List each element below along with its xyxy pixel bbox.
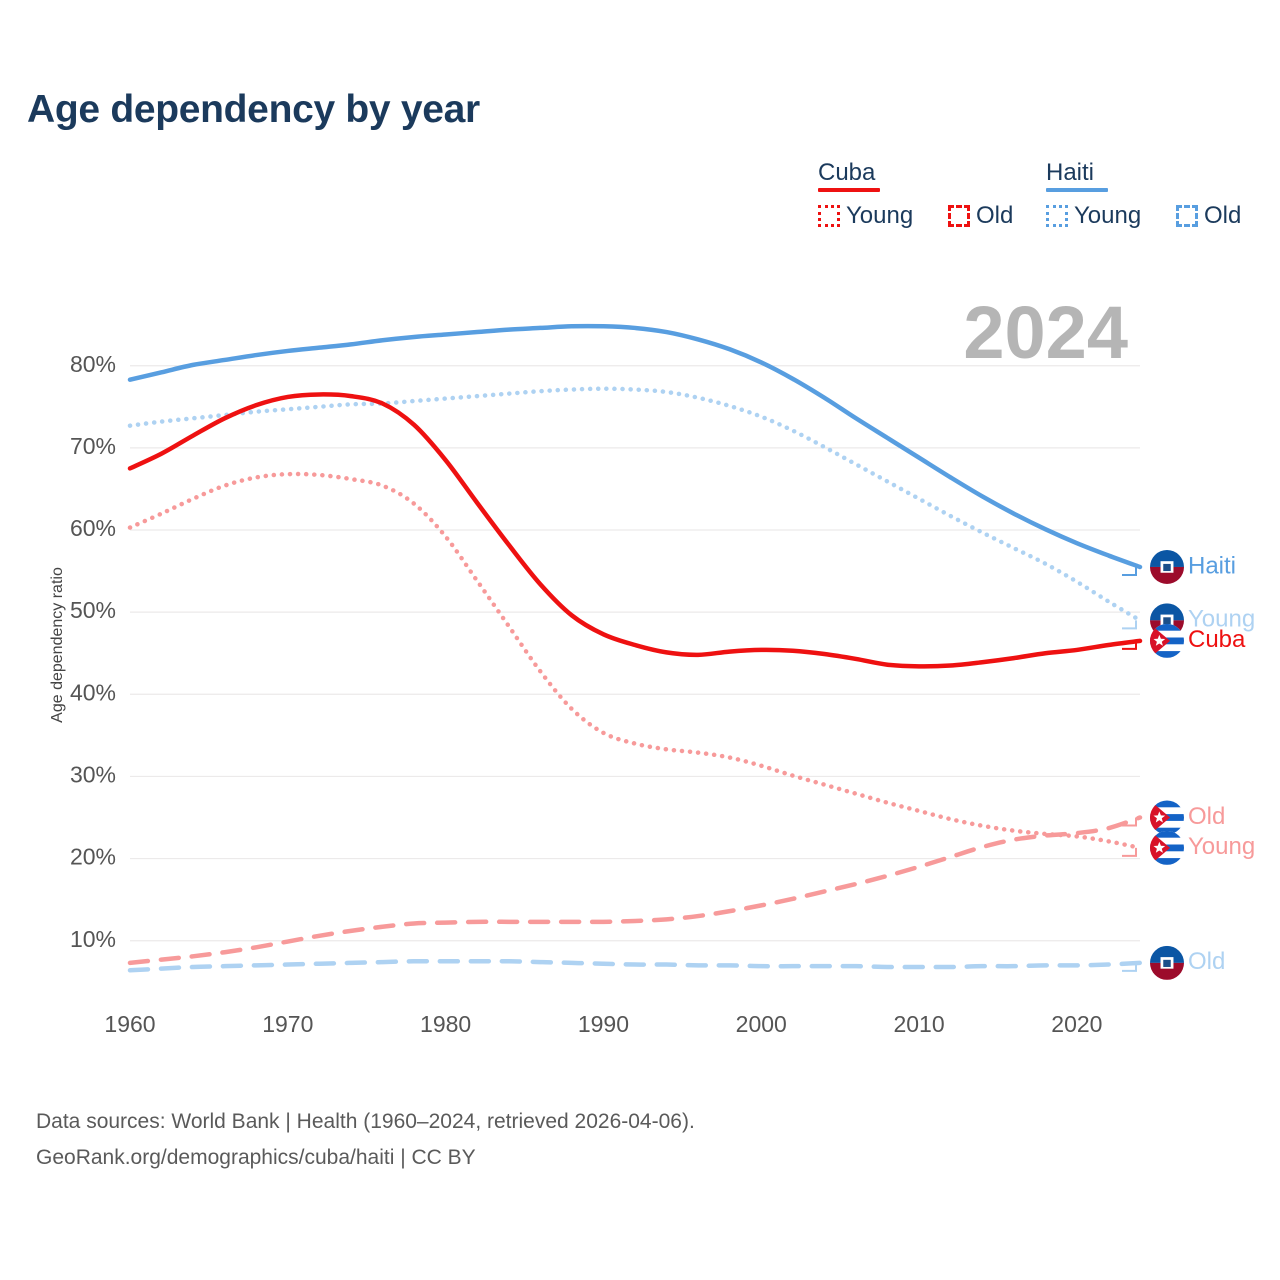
legend-country-underline: [1046, 188, 1108, 192]
legend: Cuba Haiti Young Old Young Old: [818, 160, 1258, 236]
legend-key-haiti-old[interactable]: Old: [1176, 202, 1241, 230]
end-label-text[interactable]: Old: [1188, 948, 1225, 975]
y-axis-tick-label: 80%: [70, 351, 116, 377]
cuba-flag-icon: [1150, 623, 1184, 658]
dotted-swatch-icon: [1046, 205, 1068, 227]
y-axis-tick-label: 20%: [70, 844, 116, 870]
end-label-text[interactable]: Young: [1188, 833, 1255, 860]
end-label-leader: [1122, 817, 1137, 827]
y-axis-tick-label: 60%: [70, 515, 116, 541]
flag-stripe: [1150, 800, 1184, 808]
end-label-leader: [1122, 640, 1137, 650]
flag-band-red: [1150, 962, 1184, 980]
x-axis-tick-label: 1960: [104, 1011, 155, 1037]
legend-key-label: Old: [976, 202, 1014, 229]
page-title: Age dependency by year: [27, 88, 480, 131]
legend-country-label: Cuba: [818, 159, 876, 186]
end-label-leader: [1122, 847, 1137, 857]
legend-countries: Cuba Haiti: [818, 160, 1258, 194]
legend-key-label: Young: [846, 202, 914, 229]
x-axis-tick-label: 2020: [1051, 1011, 1102, 1037]
series-line-haiti-old[interactable]: [127, 958, 1143, 973]
series-line-haiti-young[interactable]: [127, 386, 1143, 623]
flag-star: [1153, 634, 1166, 646]
legend-key-haiti-young[interactable]: Young: [1046, 202, 1141, 230]
cuba-flag-icon: [1150, 830, 1184, 865]
end-label-text[interactable]: Cuba: [1188, 626, 1246, 653]
legend-key-cuba-young[interactable]: Young: [818, 202, 913, 230]
x-axis-tick-label: 1970: [262, 1011, 313, 1037]
flag-band-blue: [1150, 945, 1184, 963]
flag-star: [1153, 811, 1166, 823]
y-axis-tick-label: 40%: [70, 679, 116, 705]
flag-star: [1153, 841, 1166, 853]
y-axis-tick-label: 50%: [70, 597, 116, 623]
haiti-flag-icon: [1150, 549, 1184, 584]
flag-emblem: [1163, 959, 1171, 967]
series-line-haiti-total[interactable]: [127, 323, 1143, 570]
flag-stripe: [1150, 623, 1184, 631]
end-label-leader: [1122, 566, 1137, 576]
flag-band-red: [1150, 566, 1184, 584]
series-line-cuba-old[interactable]: [127, 815, 1143, 966]
x-axis-tick-label: 2000: [736, 1011, 787, 1037]
footer-line-1: Data sources: World Bank | Health (1960–…: [36, 1110, 695, 1133]
year-watermark: 2024: [963, 291, 1128, 374]
dashed-swatch-icon: [948, 205, 970, 227]
x-axis-tick-label: 1980: [420, 1011, 471, 1037]
y-axis-tick-label: 70%: [70, 433, 116, 459]
cuba-flag-icon: [1150, 800, 1184, 835]
end-label-leader: [1122, 620, 1137, 630]
legend-key-label: Young: [1074, 202, 1142, 229]
legend-key-cuba-old[interactable]: Old: [948, 202, 1013, 230]
dotted-swatch-icon: [818, 205, 840, 227]
series-line-cuba-young[interactable]: [127, 471, 1143, 851]
flag-stripe: [1150, 651, 1184, 658]
flag-band-blue: [1150, 603, 1184, 621]
y-axis-title: Age dependency ratio: [49, 567, 66, 723]
flag-stripe: [1150, 830, 1184, 838]
y-axis-tick-label: 30%: [70, 762, 116, 788]
legend-country-cuba[interactable]: Cuba: [818, 160, 880, 192]
legend-keys: Young Old Young Old: [818, 202, 1258, 236]
flag-emblem: [1163, 617, 1171, 625]
legend-country-label: Haiti: [1046, 159, 1095, 186]
flag-stripe: [1150, 858, 1184, 865]
end-label-text[interactable]: Haiti: [1188, 552, 1236, 579]
dashed-swatch-icon: [1176, 205, 1198, 227]
legend-country-haiti[interactable]: Haiti: [1046, 160, 1108, 192]
flag-emblem: [1163, 563, 1171, 572]
haiti-flag-icon: [1150, 945, 1184, 980]
legend-key-label: Old: [1204, 202, 1242, 229]
end-label-text[interactable]: Young: [1188, 606, 1255, 633]
flag-band-blue: [1150, 549, 1184, 567]
x-axis-tick-label: 2010: [893, 1011, 944, 1037]
end-label-leader: [1122, 962, 1137, 972]
end-label-text[interactable]: Old: [1188, 803, 1225, 830]
legend-country-underline: [818, 188, 880, 192]
y-axis-tick-label: 10%: [70, 926, 116, 952]
footer: Data sources: World Bank | Health (1960–…: [36, 1104, 695, 1176]
series-line-cuba-total[interactable]: [127, 392, 1143, 669]
x-axis-tick-label: 1990: [578, 1011, 629, 1037]
footer-line-2: GeoRank.org/demographics/cuba/haiti | CC…: [36, 1146, 476, 1169]
